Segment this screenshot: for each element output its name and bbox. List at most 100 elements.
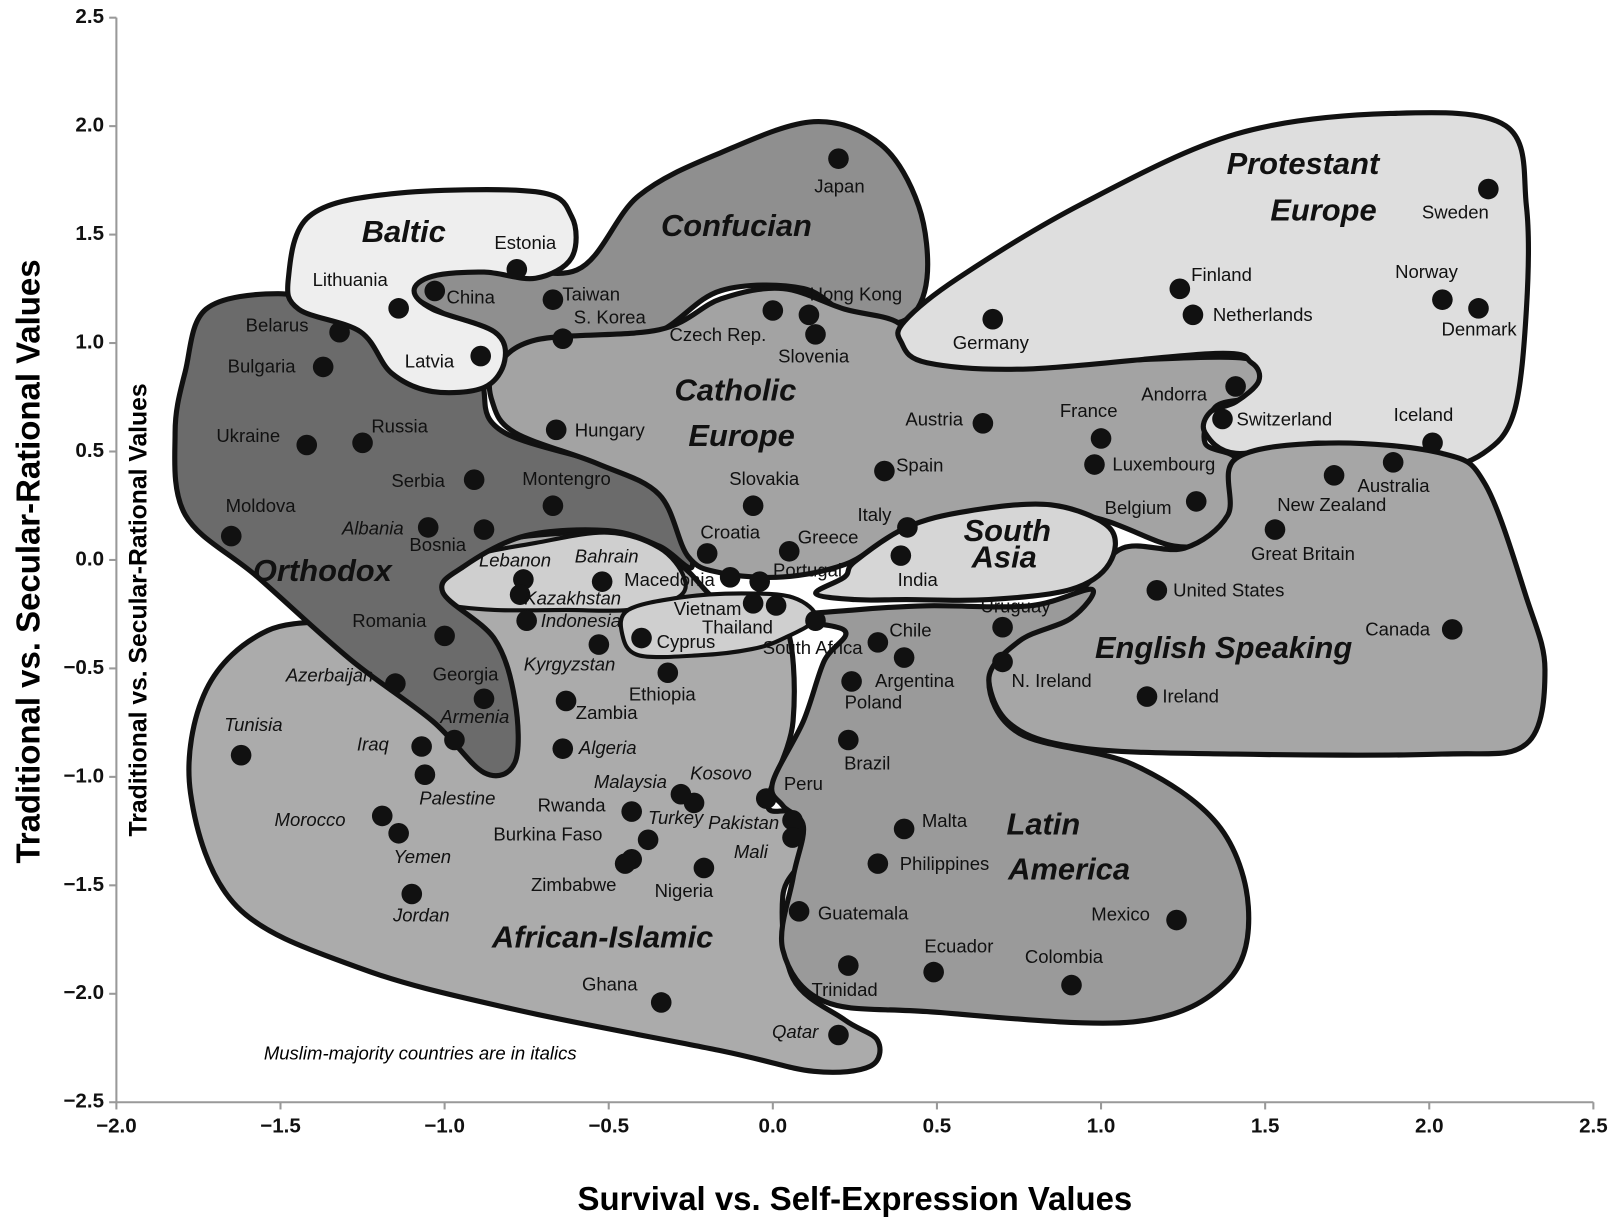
point-label: Brazil: [844, 752, 890, 773]
point-label: Kosovo: [690, 763, 752, 784]
data-point: [749, 571, 770, 592]
point-label: Ireland: [1162, 685, 1219, 706]
point-label: Lebanon: [479, 549, 551, 570]
point-label: Burkina Faso: [493, 823, 602, 844]
point-label: Poland: [845, 692, 903, 713]
y-tick-label: 2.5: [75, 5, 104, 28]
point-label: Czech Rep.: [670, 324, 767, 345]
data-point: [637, 829, 659, 851]
data-point: [591, 571, 613, 592]
data-point: [972, 413, 994, 434]
data-point: [778, 540, 800, 562]
data-point: [542, 495, 564, 517]
point-label: Chile: [889, 619, 931, 640]
point-label: Armenia: [439, 706, 509, 727]
y-tick-label: 1.0: [75, 330, 104, 353]
data-point: [230, 744, 252, 766]
point-label: Bulgaria: [228, 356, 297, 377]
y-tick-label: 1.5: [75, 222, 104, 245]
y-axis-title: Traditional vs. Secular-Rational Values: [10, 259, 47, 863]
point-label: Trinidad: [811, 979, 877, 1000]
data-point: [923, 961, 944, 983]
point-label: Iraq: [357, 734, 390, 755]
point-label: Mali: [734, 841, 769, 862]
point-label: Bosnia: [409, 534, 466, 555]
y-tick-label: 2.0: [75, 114, 104, 137]
region-label: African-Islamic: [491, 920, 713, 955]
data-point: [828, 148, 849, 169]
point-label: India: [898, 569, 939, 590]
point-label: Peru: [784, 773, 823, 794]
point-label: Turkey: [648, 807, 705, 828]
data-point: [414, 764, 436, 785]
point-label: Rwanda: [538, 795, 607, 816]
data-point: [417, 517, 439, 538]
point-label: Yemen: [393, 846, 451, 867]
data-point: [1225, 376, 1246, 397]
annotation: Muslim-majority countries are in italics: [264, 1043, 577, 1064]
data-point: [788, 901, 810, 922]
data-point: [352, 432, 373, 454]
point-label: Philippines: [900, 853, 990, 874]
x-tick-label: 0.5: [923, 1114, 952, 1137]
point-label: Hungary: [575, 420, 646, 441]
region-label: Latin: [1006, 806, 1080, 841]
point-label: Germany: [953, 332, 1030, 353]
region-shape: [813, 501, 1118, 603]
data-point: [867, 632, 889, 653]
data-point: [614, 853, 636, 874]
data-point: [385, 673, 406, 694]
point-label: Serbia: [391, 470, 445, 491]
x-axis-title: Survival vs. Self-Expression Values: [578, 1180, 1133, 1217]
point-label: France: [1060, 400, 1118, 421]
regions: African-Islamic Orthodox Confucian Catholic…: [172, 110, 1548, 1075]
point-label: Belarus: [246, 315, 309, 336]
x-tick-label: −2.0: [96, 1114, 137, 1137]
data-point: [1061, 974, 1082, 996]
data-point: [992, 651, 1013, 673]
point-label: Romania: [352, 610, 427, 631]
data-point: [893, 647, 915, 668]
y-tick-label: −2.0: [63, 981, 104, 1004]
point-label: Pakistan: [708, 812, 779, 833]
data-point: [545, 419, 567, 441]
point-label: Macedonia: [624, 569, 715, 590]
data-point: [782, 809, 803, 831]
data-point: [621, 801, 642, 822]
data-point: [742, 593, 764, 614]
point-label: Tunisia: [224, 714, 282, 735]
point-label: S. Korea: [574, 306, 647, 327]
region-label: English Speaking: [1095, 630, 1352, 665]
y-axis-title-secondary: Traditional vs. Secular-Rational Values: [126, 383, 153, 836]
x-tick-label: 2.5: [1579, 1114, 1608, 1137]
data-point: [329, 321, 350, 343]
point-label: Iceland: [1394, 404, 1454, 425]
data-point: [1136, 686, 1158, 707]
point-label: Slovakia: [729, 468, 800, 489]
data-point: [434, 625, 455, 647]
point-label: Latvia: [405, 351, 455, 372]
x-tick-label: 2.0: [1415, 1114, 1444, 1137]
data-point: [650, 992, 672, 1013]
x-tick-label: 1.0: [1087, 1114, 1116, 1137]
data-point: [401, 883, 423, 905]
data-point: [828, 1024, 849, 1046]
region-label: Baltic: [362, 214, 446, 249]
point-label: Belgium: [1105, 497, 1172, 518]
data-point: [841, 671, 862, 692]
data-point: [890, 545, 912, 566]
data-point: [805, 324, 826, 345]
data-point: [1422, 432, 1443, 454]
point-label: Russia: [371, 415, 428, 436]
data-point: [798, 304, 820, 326]
point-label: Georgia: [433, 664, 500, 685]
data-point: [470, 345, 492, 367]
point-label: South Africa: [763, 637, 864, 658]
point-label: Malaysia: [594, 771, 667, 792]
point-label: Morocco: [275, 809, 346, 830]
data-point: [312, 356, 334, 378]
point-label: Japan: [814, 176, 864, 197]
point-label: Kazakhstan: [524, 588, 621, 609]
data-point: [897, 517, 918, 538]
